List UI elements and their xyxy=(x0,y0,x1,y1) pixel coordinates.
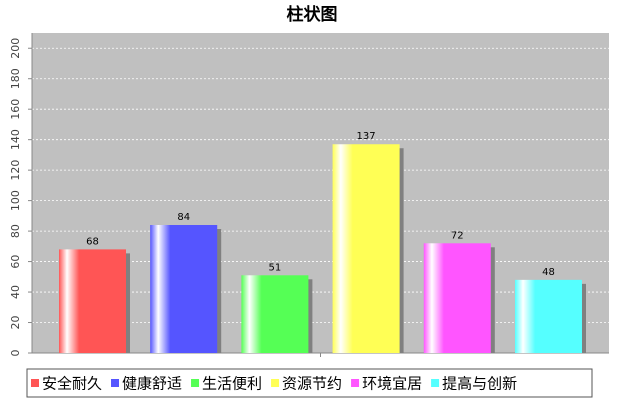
bar xyxy=(59,249,126,353)
value-label: 51 xyxy=(269,262,282,273)
bar xyxy=(241,275,309,353)
y-tick-label: 160 xyxy=(9,99,22,120)
legend-label: 安全耐久 xyxy=(42,375,102,393)
legend-swatch xyxy=(351,379,360,387)
legend-box xyxy=(26,368,593,398)
y-tick-label: 140 xyxy=(9,129,22,150)
y-tick-label: 60 xyxy=(9,255,22,269)
y-tick-label: 80 xyxy=(9,224,22,238)
bar xyxy=(515,279,582,353)
value-label: 72 xyxy=(451,230,464,241)
y-tick-label: 200 xyxy=(9,38,22,59)
legend-label: 提高与创新 xyxy=(442,375,517,393)
legend-swatch xyxy=(111,379,120,387)
y-tick-label: 100 xyxy=(9,190,22,211)
y-tick-label: 120 xyxy=(9,160,22,181)
value-label: 68 xyxy=(86,236,99,247)
value-label: 137 xyxy=(357,131,376,142)
value-label: 48 xyxy=(542,267,555,278)
legend-swatch xyxy=(431,379,440,387)
legend-label: 生活便利 xyxy=(202,375,262,393)
legend-swatch xyxy=(31,379,39,387)
legend-swatch xyxy=(191,379,200,387)
y-tick-label: 180 xyxy=(9,68,22,89)
y-tick-label: 40 xyxy=(9,285,22,299)
bar xyxy=(423,243,491,353)
bar xyxy=(332,144,400,353)
value-label: 84 xyxy=(177,212,190,223)
legend-label: 健康舒适 xyxy=(122,375,182,393)
y-tick-label: 20 xyxy=(9,316,22,330)
y-tick-label: 0 xyxy=(9,350,22,357)
legend-swatch xyxy=(271,379,280,387)
legend-label: 资源节约 xyxy=(282,375,342,393)
chart-title: 柱状图 xyxy=(287,4,338,25)
bar xyxy=(150,225,218,353)
legend-label: 环境宜居 xyxy=(362,375,422,393)
